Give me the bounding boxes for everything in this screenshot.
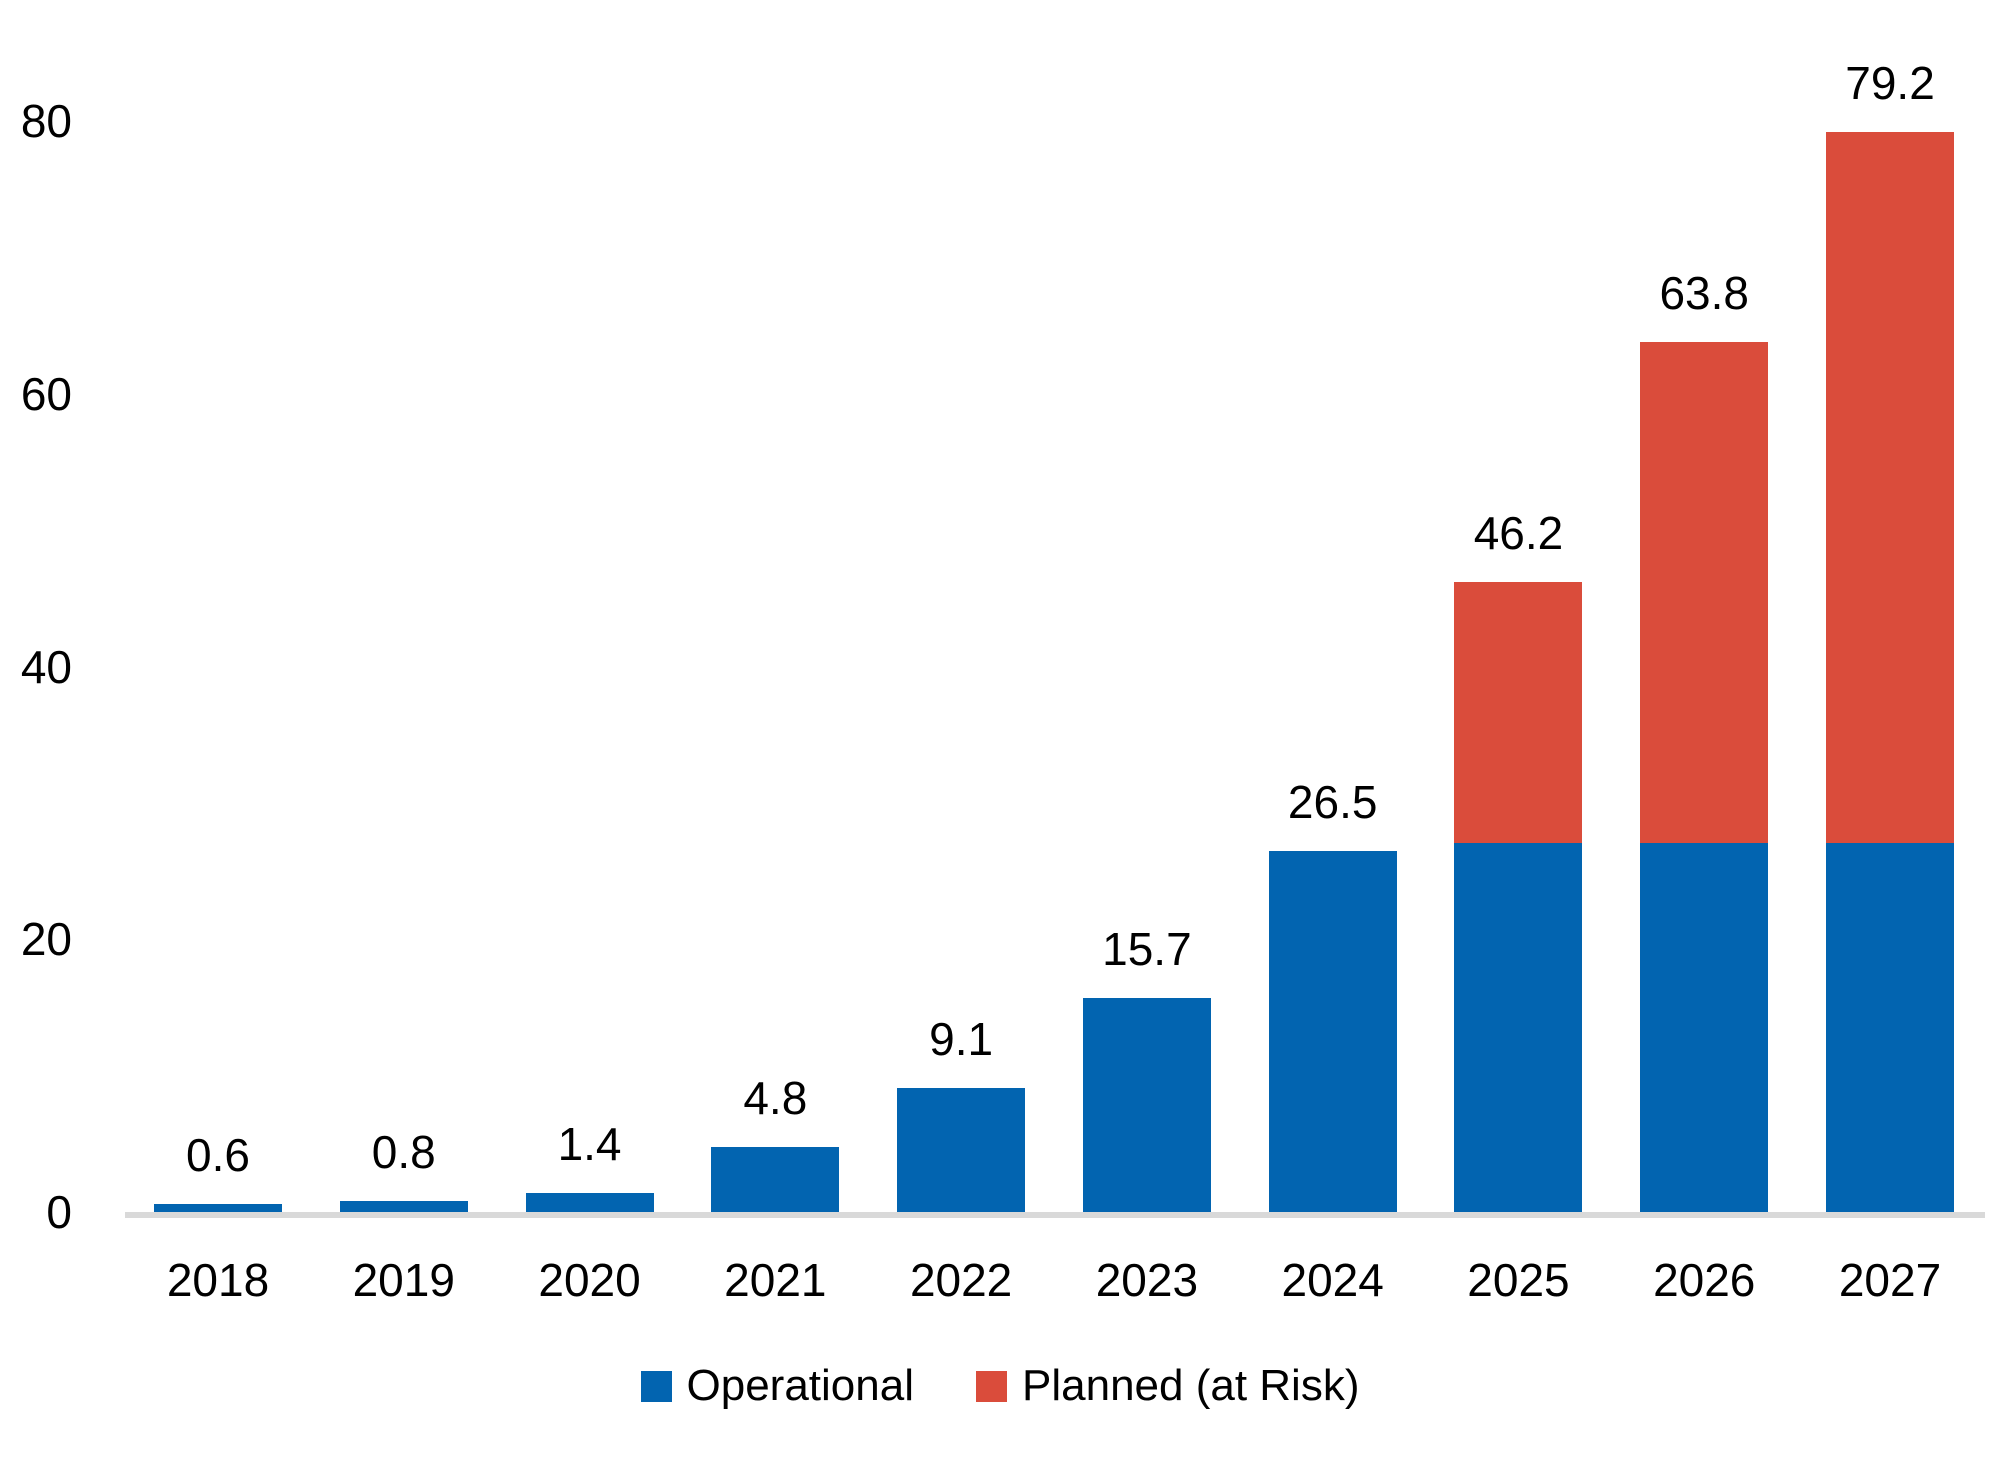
bar-column-2023 — [1082, 997, 1211, 1212]
legend-label-planned: Planned (at Risk) — [1022, 1361, 1360, 1410]
bar-segment-operational — [525, 1192, 654, 1212]
bar-total-label: 1.4 — [557, 1117, 622, 1170]
bar-segment-planned — [1454, 582, 1583, 843]
bar-total-label: 63.8 — [1659, 267, 1749, 319]
bar-segment-operational — [154, 1203, 282, 1212]
bar-total-label: 4.8 — [743, 1071, 808, 1124]
x-axis-tick-label: 2026 — [1653, 1254, 1756, 1306]
legend-swatch-operational-icon — [640, 1370, 672, 1402]
bar-segment-operational — [1640, 842, 1769, 1212]
x-axis-tick-label: 2023 — [1095, 1254, 1199, 1306]
bar-segment-operational — [1082, 997, 1211, 1212]
y-axis-tick-label: 60 — [20, 367, 72, 420]
x-axis-line — [125, 1212, 1985, 1218]
x-axis-tick-label: 2018 — [166, 1254, 270, 1306]
bar-segment-operational — [897, 1087, 1026, 1212]
bar-total-label: 46.2 — [1473, 507, 1564, 559]
legend-swatch-planned-icon — [976, 1370, 1007, 1402]
bar-column-2021 — [711, 1146, 840, 1212]
bar-total-label: 79.2 — [1845, 57, 1935, 109]
bar-column-2022 — [897, 1087, 1026, 1212]
bar-column-2026 — [1640, 342, 1769, 1212]
legend: Operational Planned (at Risk) — [0, 1364, 2000, 1408]
bar-total-label: 0.6 — [186, 1128, 250, 1181]
bar-column-2019 — [339, 1201, 468, 1212]
bar-segment-operational — [339, 1201, 468, 1212]
bar-column-2018 — [154, 1203, 282, 1212]
bar-total-label: 0.8 — [371, 1126, 436, 1179]
legend-label-operational: Operational — [686, 1361, 914, 1410]
bar-total-label: 26.5 — [1287, 775, 1378, 828]
y-axis-tick-label: 20 — [20, 913, 72, 966]
bar-column-2024 — [1268, 850, 1397, 1212]
x-axis-tick-label: 2022 — [909, 1254, 1013, 1306]
legend-item-planned: Planned (at Risk) — [976, 1364, 1359, 1408]
x-axis-tick-label: 2025 — [1467, 1254, 1570, 1306]
bar-total-label: 15.7 — [1102, 922, 1192, 975]
bar-segment-planned — [1640, 342, 1769, 843]
bar-column-2025 — [1454, 582, 1583, 1212]
bar-segment-operational — [711, 1146, 840, 1212]
y-axis-tick-label: 80 — [20, 95, 72, 148]
x-axis-tick-label: 2021 — [724, 1254, 827, 1306]
bar-column-2020 — [525, 1192, 654, 1212]
bar-column-2027 — [1826, 132, 1955, 1212]
y-axis-tick-label: 0 — [46, 1186, 72, 1238]
bar-segment-operational — [1268, 850, 1397, 1212]
x-axis-tick-label: 2020 — [538, 1254, 641, 1306]
bar-total-label: 9.1 — [929, 1012, 994, 1065]
bar-segment-operational — [1826, 842, 1955, 1212]
x-axis-tick-label: 2027 — [1838, 1254, 1942, 1306]
bar-segment-planned — [1826, 132, 1955, 843]
x-axis-tick-label: 2024 — [1281, 1254, 1384, 1306]
bar-segment-operational — [1454, 842, 1583, 1212]
y-axis-tick-label: 40 — [20, 640, 72, 693]
legend-item-operational: Operational — [640, 1361, 914, 1410]
x-axis-tick-label: 2019 — [352, 1254, 455, 1306]
